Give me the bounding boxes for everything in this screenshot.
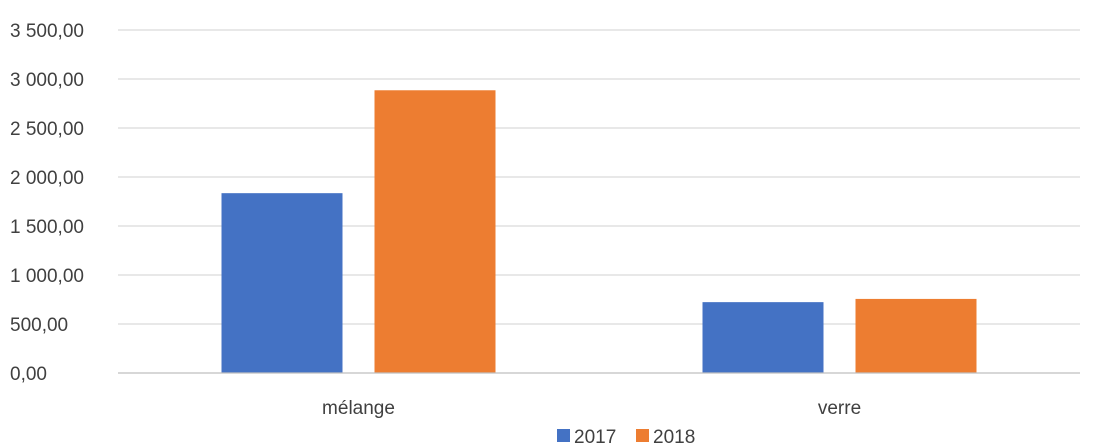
legend-swatch-2017 — [557, 429, 570, 442]
y-tick-label: 3 000,00 — [10, 70, 84, 91]
legend-swatch-2018 — [636, 429, 649, 442]
y-axis-tick-labels: 0,00 500,00 1 000,00 1 500,00 2 000,00 2 500,… — [10, 21, 84, 385]
bar-2018-0 — [374, 90, 496, 374]
y-tick-label: 1 500,00 — [10, 217, 84, 238]
y-tick-label: 500,00 — [10, 315, 68, 336]
y-tick-label: 3 500,00 — [10, 21, 84, 42]
y-tick-label: 2 500,00 — [10, 119, 84, 140]
y-tick-label: 0,00 — [10, 364, 47, 385]
y-tick-label: 2 000,00 — [10, 168, 84, 189]
x-category-label: verre — [818, 398, 861, 419]
y-tick-label: 1 000,00 — [10, 266, 84, 287]
bar-2017-1 — [702, 302, 824, 373]
legend-label-2017: 2017 — [574, 427, 616, 445]
bars — [221, 90, 977, 374]
bar-2017-0 — [221, 193, 343, 373]
bar-2018-1 — [855, 298, 977, 373]
x-category-label: mélange — [322, 398, 395, 419]
legend: 2017 2018 — [557, 427, 695, 445]
x-axis: mélange verre — [118, 372, 1080, 419]
legend-label-2018: 2018 — [653, 427, 695, 445]
